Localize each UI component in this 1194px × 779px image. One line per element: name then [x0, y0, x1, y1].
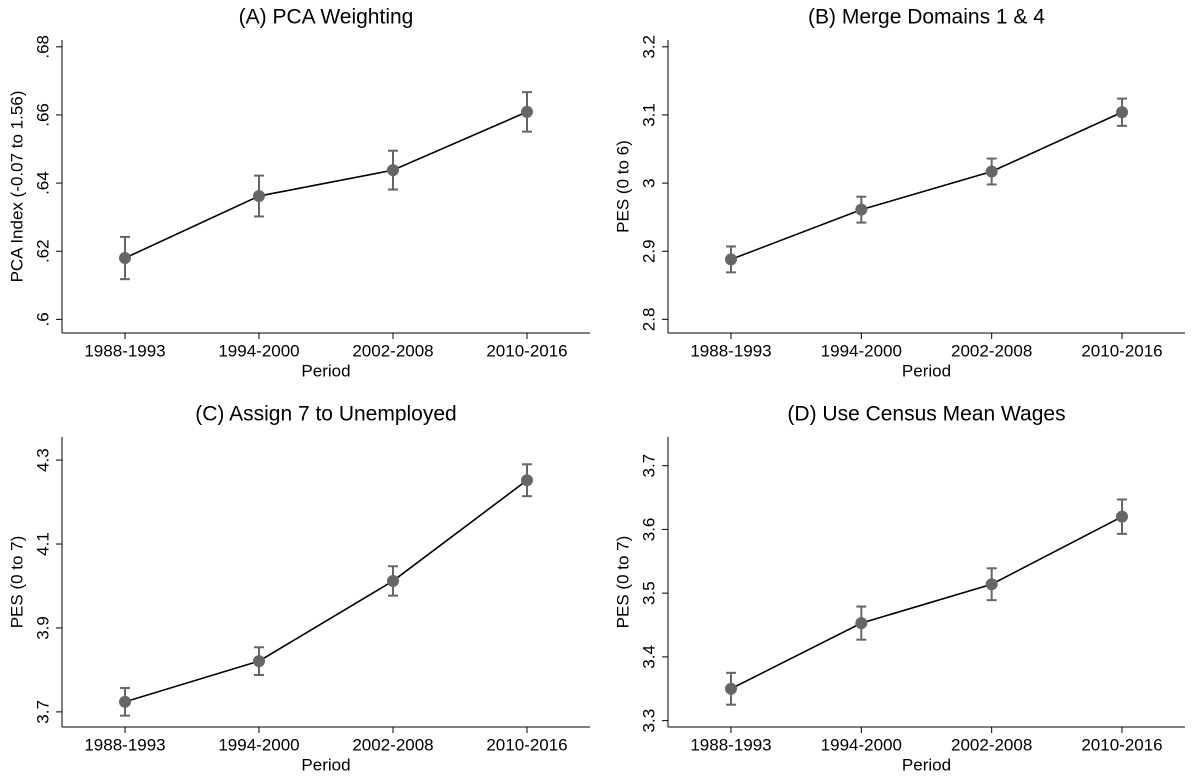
x-tick-label: 1994-2000 — [821, 735, 902, 754]
point — [1116, 510, 1128, 523]
y-tick-label: 3.9 — [33, 616, 52, 640]
point — [725, 253, 737, 266]
y-tick-label: 3.1 — [639, 103, 658, 127]
x-tick-label: 2002-2008 — [951, 735, 1032, 754]
panel-title: (D) Use Census Mean Wages — [787, 403, 1065, 426]
series-line — [730, 111, 1123, 261]
point — [855, 617, 868, 630]
point — [985, 578, 998, 591]
point — [855, 203, 868, 216]
point — [119, 695, 131, 708]
x-axis-label: Period — [902, 755, 951, 774]
y-axis-label: PCA Index (-0.07 to 1.56) — [7, 91, 26, 283]
y-axis-label: PES (0 to 7) — [613, 536, 632, 629]
y-tick-label: .66 — [33, 103, 52, 127]
y-tick-label: 4.1 — [33, 532, 52, 556]
y-axis-label: PES (0 to 6) — [613, 140, 632, 233]
x-tick-label: 1994-2000 — [218, 341, 299, 360]
series-line — [124, 111, 528, 259]
x-tick-label: 1994-2000 — [821, 341, 902, 360]
panel-title: (A) PCA Weighting — [239, 6, 414, 29]
panel-title: (B) Merge Domains 1 & 4 — [808, 6, 1045, 29]
x-tick-label: 1988-1993 — [690, 735, 771, 754]
point — [521, 105, 533, 118]
series-line — [124, 479, 528, 703]
x-tick-label: 1988-1993 — [84, 341, 165, 360]
point — [1116, 106, 1128, 119]
x-tick-label: 2002-2008 — [352, 341, 433, 360]
point — [119, 252, 131, 265]
y-tick-label: .68 — [33, 35, 52, 59]
x-axis-label: Period — [902, 361, 951, 380]
x-tick-label: 1994-2000 — [218, 735, 299, 754]
y-tick-label: 3.7 — [639, 454, 658, 478]
x-tick-label: 2010-2016 — [486, 735, 567, 754]
x-tick-label: 2010-2016 — [1081, 341, 1162, 360]
point — [253, 190, 265, 203]
y-tick-label: .6 — [33, 312, 52, 326]
y-tick-label: .64 — [33, 171, 52, 195]
x-tick-label: 2010-2016 — [1081, 735, 1162, 754]
x-tick-label: 1988-1993 — [690, 341, 771, 360]
point — [253, 655, 265, 668]
y-tick-label: 3.5 — [639, 581, 658, 605]
y-tick-label: 3.3 — [639, 709, 658, 733]
point — [387, 574, 399, 587]
x-tick-label: 2002-2008 — [352, 735, 433, 754]
y-axis-label: PES (0 to 7) — [7, 536, 26, 629]
series-line — [730, 515, 1123, 690]
point — [521, 474, 533, 487]
y-tick-label: 3.4 — [639, 645, 658, 669]
x-tick-label: 2010-2016 — [486, 341, 567, 360]
y-tick-label: .62 — [33, 239, 52, 263]
panel-title: (C) Assign 7 to Unemployed — [195, 403, 456, 426]
y-tick-label: 3.6 — [639, 518, 658, 542]
y-tick-label: 2.8 — [639, 308, 658, 332]
x-tick-label: 2002-2008 — [951, 341, 1032, 360]
x-axis-label: Period — [301, 361, 350, 380]
point — [387, 164, 399, 177]
y-tick-label: 3.2 — [639, 35, 658, 59]
y-tick-label: 3.7 — [33, 700, 52, 724]
point — [725, 682, 737, 695]
y-tick-label: 2.9 — [639, 239, 658, 263]
x-tick-label: 1988-1993 — [84, 735, 165, 754]
point — [985, 165, 998, 178]
y-tick-label: 4.3 — [33, 448, 52, 472]
x-axis-label: Period — [301, 755, 350, 774]
y-tick-label: 3 — [639, 178, 658, 187]
